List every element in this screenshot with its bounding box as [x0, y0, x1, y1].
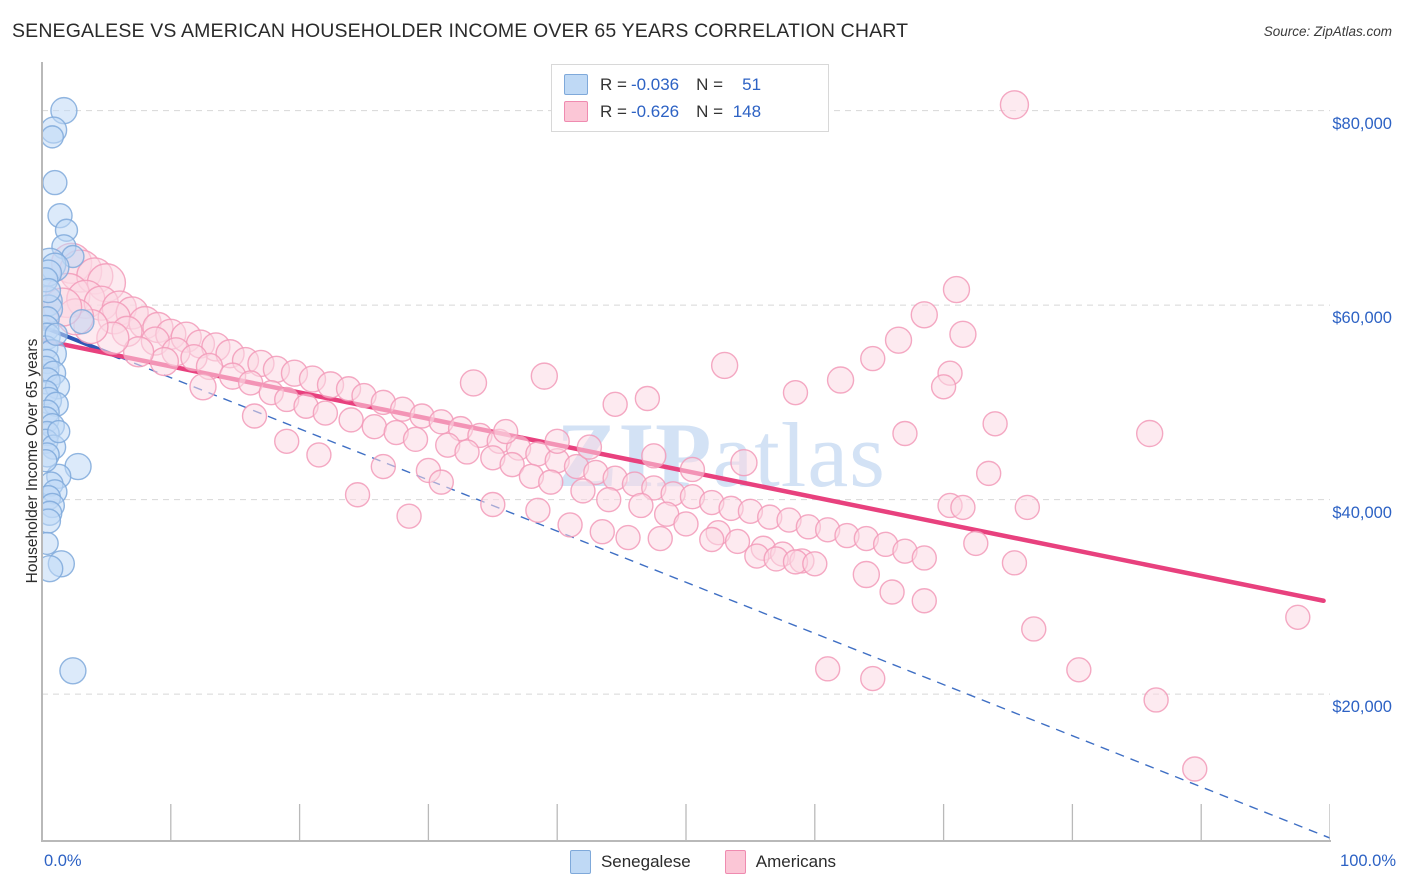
series-label-senegalese: Senegalese [600, 852, 691, 871]
stats-row-senegalese: R = -0.036 N = 51 [564, 71, 818, 98]
series-legend-item-senegalese[interactable]: Senegalese [569, 850, 691, 874]
data-points-americans [42, 90, 1311, 782]
stats-row-americans: R = -0.626 N = 148 [564, 98, 818, 125]
page-title: SENEGALESE VS AMERICAN HOUSEHOLDER INCOM… [12, 20, 909, 42]
source-attribution: Source: ZipAtlas.com [1263, 24, 1392, 39]
x-axis-line [41, 840, 1331, 842]
series-swatch-senegalese [569, 850, 591, 874]
correlation-stats-legend: R = -0.036 N = 51 R = -0.626 N = 148 [551, 64, 829, 132]
scatter-plot-svg [42, 90, 1330, 840]
n-label-americans: N = [696, 101, 724, 121]
y-axis-tick-label: $60,000 [1332, 309, 1392, 328]
r-value-senegalese: -0.036 [630, 74, 680, 94]
legend-swatch-senegalese [564, 74, 588, 95]
series-swatch-americans [724, 850, 746, 874]
n-label-senegalese: N = [696, 74, 724, 94]
data-points-senegalese [42, 96, 95, 685]
x-axis-ticks [170, 804, 1330, 840]
plot-area [42, 62, 1330, 840]
y-axis-tick-label: $40,000 [1332, 503, 1392, 522]
x-axis-max-label: 100.0% [1340, 852, 1396, 870]
r-label-senegalese: R = [600, 74, 627, 94]
legend-swatch-americans [564, 101, 588, 122]
y-axis-title: Householder Income Over 65 years [24, 338, 41, 584]
series-label-americans: Americans [755, 852, 837, 871]
y-axis-line [41, 62, 43, 841]
r-label-americans: R = [600, 101, 627, 121]
gridlines [42, 110, 1330, 695]
trend-lines [42, 324, 1330, 839]
y-axis-tick-label: $80,000 [1332, 114, 1392, 133]
series-legend: Senegalese Americans [0, 850, 1406, 874]
x-axis-min-label: 0.0% [44, 852, 82, 870]
n-value-senegalese: 51 [742, 74, 762, 94]
r-value-americans: -0.626 [630, 101, 680, 121]
n-value-americans: 148 [732, 101, 762, 121]
series-legend-item-americans[interactable]: Americans [724, 850, 837, 874]
y-axis-tick-label: $20,000 [1332, 698, 1392, 717]
